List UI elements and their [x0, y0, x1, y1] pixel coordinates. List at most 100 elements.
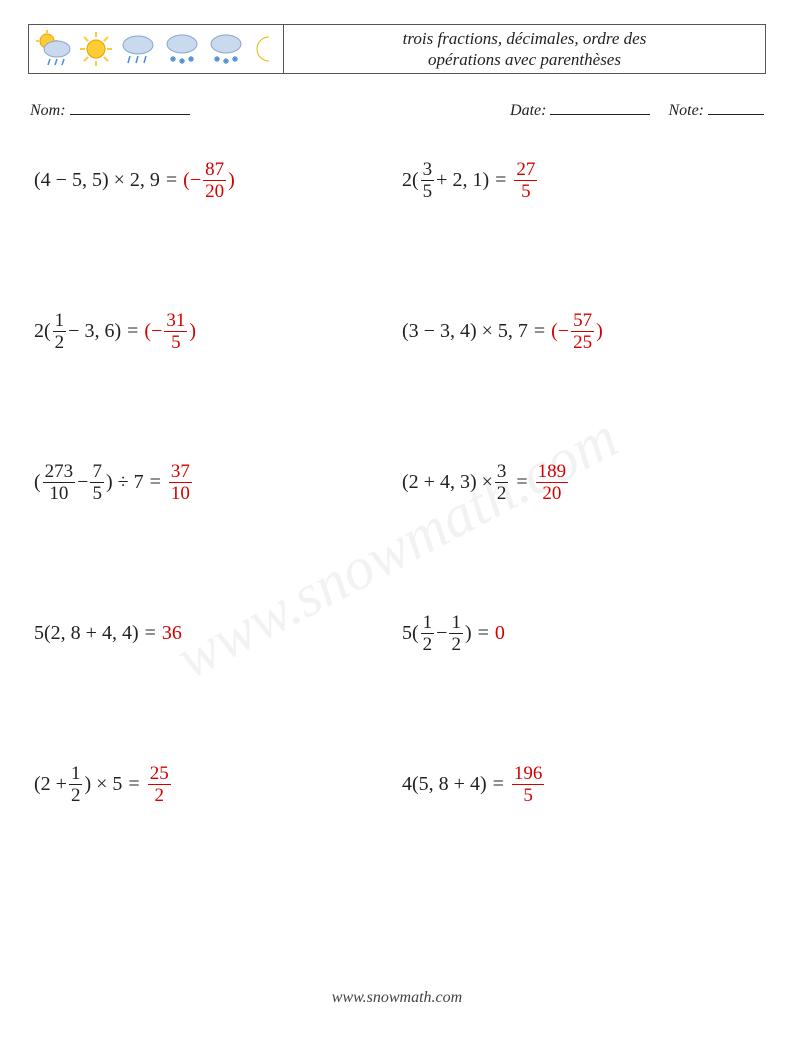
expr-text: ) [596, 320, 603, 343]
expr-text: (2 + [34, 773, 67, 796]
fraction: 18920 [536, 462, 569, 503]
problem-answer: 3710 [167, 462, 194, 503]
fraction-denominator: 20 [540, 483, 563, 503]
expr-text: 36 [162, 622, 182, 645]
cloud-snow-icon [205, 29, 247, 69]
fraction-numerator: 37 [169, 462, 192, 483]
equals-sign: = [478, 622, 489, 645]
fraction: 12 [421, 613, 435, 654]
fraction: 3710 [169, 462, 192, 503]
problem: 2(35 + 2, 1) = 275 [402, 160, 760, 201]
equals-sign: = [534, 320, 545, 343]
fraction-numerator: 87 [203, 160, 226, 181]
equals-sign: = [166, 169, 177, 192]
sun-cloud-rain-icon [33, 29, 75, 69]
fraction: 27310 [43, 462, 76, 503]
fraction-numerator: 1 [421, 613, 435, 634]
problem: (27310 − 75) ÷ 7 = 3710 [34, 462, 392, 503]
fraction: 12 [53, 311, 67, 352]
fraction-denominator: 5 [421, 181, 435, 201]
title-line-2: opérations avec parenthèses [428, 50, 621, 69]
fraction-denominator: 2 [69, 785, 83, 805]
fraction-denominator: 5 [169, 332, 183, 352]
expr-text: (− [144, 320, 162, 343]
weather-icon-strip [29, 25, 284, 73]
expr-text: 5(2, 8 + 4, 4) [34, 622, 139, 645]
fraction-numerator: 27 [514, 160, 537, 181]
fraction: 275 [514, 160, 537, 201]
expr-text: − 3, 6) [68, 320, 121, 343]
problem: (2 + 12) × 5 = 252 [34, 764, 392, 805]
fraction-numerator: 25 [148, 764, 171, 785]
problem-answer: 275 [512, 160, 539, 201]
worksheet-page: www.snowmath.com [0, 0, 794, 1053]
date-underline [550, 98, 650, 115]
title-line-1: trois fractions, décimales, ordre des [403, 29, 647, 48]
expr-text: (2 + 4, 3) × [402, 471, 493, 494]
fraction-denominator: 5 [90, 483, 104, 503]
fraction-denominator: 5 [521, 785, 535, 805]
worksheet-title: trois fractions, décimales, ordre des op… [284, 25, 765, 73]
fraction-denominator: 2 [495, 483, 509, 503]
expr-text: − [77, 471, 88, 494]
problem-expression: (27310 − 75) ÷ 7 [34, 462, 144, 503]
cloud-snow-icon [161, 29, 203, 69]
problem-expression: 5(12 − 12) [402, 613, 472, 654]
expr-text: − [436, 622, 447, 645]
problem: 2(12 − 3, 6) = (−315) [34, 311, 392, 352]
expr-text: ( [34, 471, 41, 494]
fraction: 252 [148, 764, 171, 805]
expr-text: ) [228, 169, 235, 192]
problem-expression: 4(5, 8 + 4) [402, 773, 487, 796]
problem: 5(12 − 12) = 0 [402, 613, 760, 654]
equals-sign: = [145, 622, 156, 645]
date-field: Date: [510, 98, 650, 120]
fraction-numerator: 273 [43, 462, 76, 483]
header: trois fractions, décimales, ordre des op… [28, 24, 766, 74]
fraction-numerator: 1 [449, 613, 463, 634]
fraction-numerator: 57 [571, 311, 594, 332]
equals-sign: = [128, 773, 139, 796]
equals-sign: = [495, 169, 506, 192]
problem-answer: (−8720) [183, 160, 235, 201]
expr-text: ) × 5 [84, 773, 122, 796]
problems-grid: (4 − 5, 5) × 2, 9 = (−8720)2(35 + 2, 1) … [28, 160, 766, 805]
problem: (4 − 5, 5) × 2, 9 = (−8720) [34, 160, 392, 201]
expr-text: (− [183, 169, 201, 192]
fraction-numerator: 3 [495, 462, 509, 483]
fraction-denominator: 2 [53, 332, 67, 352]
fraction-numerator: 31 [164, 311, 187, 332]
fraction: 12 [69, 764, 83, 805]
footer: www.snowmath.com [0, 989, 794, 1007]
problem-expression: 5(2, 8 + 4, 4) [34, 622, 139, 645]
fraction-denominator: 2 [152, 785, 166, 805]
fraction-numerator: 1 [53, 311, 67, 332]
sun-icon [77, 29, 115, 69]
expr-text: (3 − 3, 4) × 5, 7 [402, 320, 528, 343]
expr-text: 4(5, 8 + 4) [402, 773, 487, 796]
name-underline [70, 98, 190, 115]
fraction-numerator: 1 [69, 764, 83, 785]
expr-text: 0 [495, 622, 505, 645]
expr-text: 5( [402, 622, 419, 645]
problem-answer: 252 [146, 764, 173, 805]
problem-expression: (2 + 12) × 5 [34, 764, 122, 805]
problem-answer: 18920 [534, 462, 571, 503]
problem-expression: (2 + 4, 3) × 32 [402, 462, 510, 503]
problem: 5(2, 8 + 4, 4) = 36 [34, 613, 392, 654]
problem-answer: (−315) [144, 311, 196, 352]
fraction-denominator: 2 [421, 634, 435, 654]
fraction: 315 [164, 311, 187, 352]
moon-icon [249, 29, 279, 69]
fraction-denominator: 2 [449, 634, 463, 654]
problem-answer: 1965 [510, 764, 547, 805]
problem-answer: (−5725) [551, 311, 603, 352]
fraction: 35 [421, 160, 435, 201]
note-field: Note: [668, 98, 764, 120]
problem-answer: 36 [162, 622, 182, 645]
expr-text: 2( [402, 169, 419, 192]
problem-expression: (4 − 5, 5) × 2, 9 [34, 169, 160, 192]
name-label: Nom: [30, 102, 66, 119]
name-field: Nom: [30, 98, 190, 120]
fraction: 12 [449, 613, 463, 654]
